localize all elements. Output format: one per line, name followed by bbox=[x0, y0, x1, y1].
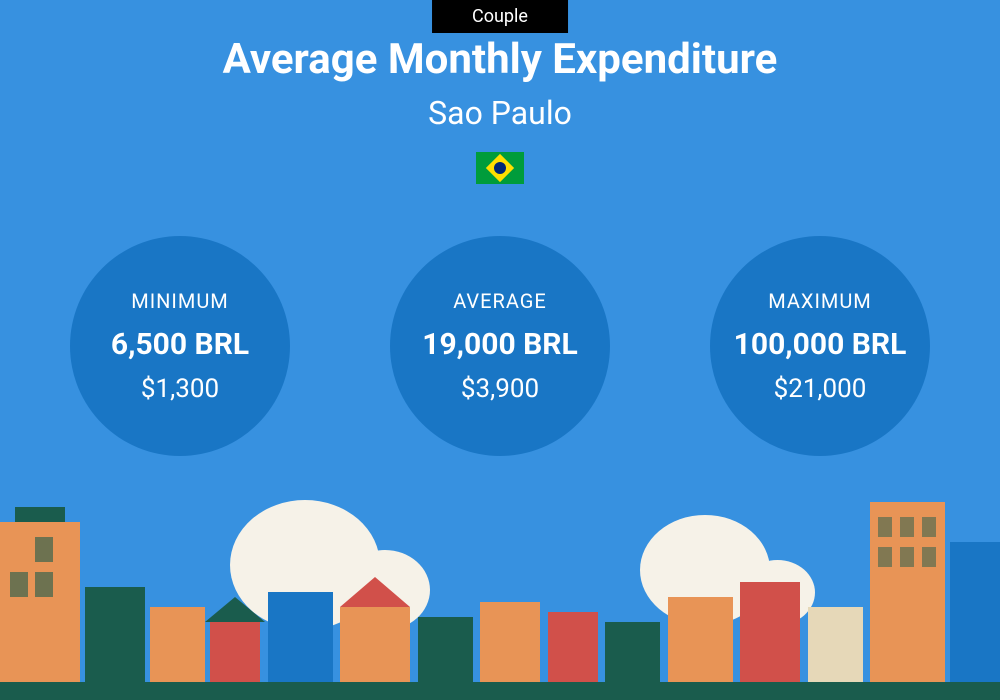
stat-average-brl: 19,000 BRL bbox=[422, 327, 578, 362]
cityscape-illustration bbox=[0, 490, 1000, 700]
brazil-flag-icon bbox=[476, 152, 524, 184]
stat-minimum: MINIMUM 6,500 BRL $1,300 bbox=[70, 236, 290, 456]
badge-label: Couple bbox=[472, 6, 528, 27]
page-title: Average Monthly Expenditure bbox=[0, 35, 1000, 84]
stat-minimum-label: MINIMUM bbox=[131, 289, 229, 313]
stat-average-label: AVERAGE bbox=[453, 289, 547, 313]
category-badge: Couple bbox=[432, 0, 568, 33]
stat-average: AVERAGE 19,000 BRL $3,900 bbox=[390, 236, 610, 456]
stat-minimum-usd: $1,300 bbox=[141, 374, 219, 404]
stat-maximum: MAXIMUM 100,000 BRL $21,000 bbox=[710, 236, 930, 456]
stats-container: MINIMUM 6,500 BRL $1,300 AVERAGE 19,000 … bbox=[0, 236, 1000, 456]
city-subtitle: Sao Paulo bbox=[0, 94, 1000, 132]
stat-maximum-label: MAXIMUM bbox=[768, 289, 872, 313]
stat-average-usd: $3,900 bbox=[461, 374, 539, 404]
stat-minimum-brl: 6,500 BRL bbox=[111, 327, 249, 362]
stat-maximum-usd: $21,000 bbox=[774, 374, 867, 404]
stat-maximum-brl: 100,000 BRL bbox=[734, 327, 907, 362]
